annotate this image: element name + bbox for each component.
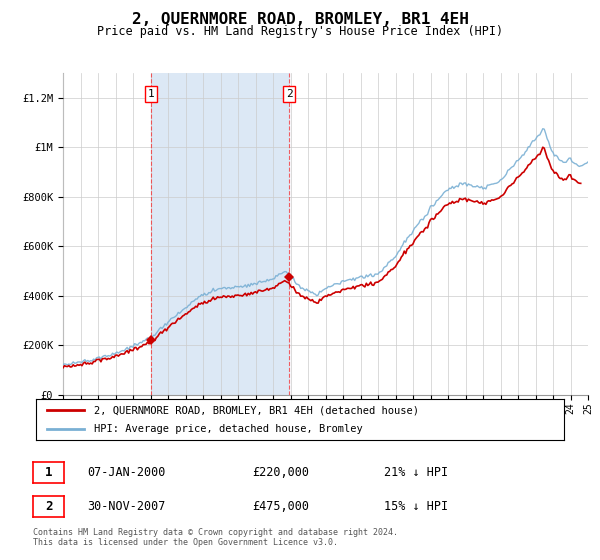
Text: 2, QUERNMORE ROAD, BROMLEY, BR1 4EH: 2, QUERNMORE ROAD, BROMLEY, BR1 4EH xyxy=(131,12,469,27)
Text: 1: 1 xyxy=(148,88,154,99)
Text: 21% ↓ HPI: 21% ↓ HPI xyxy=(384,466,448,479)
Text: 07-JAN-2000: 07-JAN-2000 xyxy=(87,466,166,479)
Text: Price paid vs. HM Land Registry's House Price Index (HPI): Price paid vs. HM Land Registry's House … xyxy=(97,25,503,38)
Bar xyxy=(571,73,588,395)
Text: 2: 2 xyxy=(286,88,292,99)
Text: Contains HM Land Registry data © Crown copyright and database right 2024.
This d: Contains HM Land Registry data © Crown c… xyxy=(33,528,398,547)
Text: £475,000: £475,000 xyxy=(252,500,309,513)
Text: 30-NOV-2007: 30-NOV-2007 xyxy=(87,500,166,513)
Text: 15% ↓ HPI: 15% ↓ HPI xyxy=(384,500,448,513)
Text: £220,000: £220,000 xyxy=(252,466,309,479)
Text: 2, QUERNMORE ROAD, BROMLEY, BR1 4EH (detached house): 2, QUERNMORE ROAD, BROMLEY, BR1 4EH (det… xyxy=(94,405,419,415)
Bar xyxy=(151,73,289,395)
Text: HPI: Average price, detached house, Bromley: HPI: Average price, detached house, Brom… xyxy=(94,424,363,433)
Text: 1: 1 xyxy=(45,466,52,479)
Text: 2: 2 xyxy=(45,500,52,513)
